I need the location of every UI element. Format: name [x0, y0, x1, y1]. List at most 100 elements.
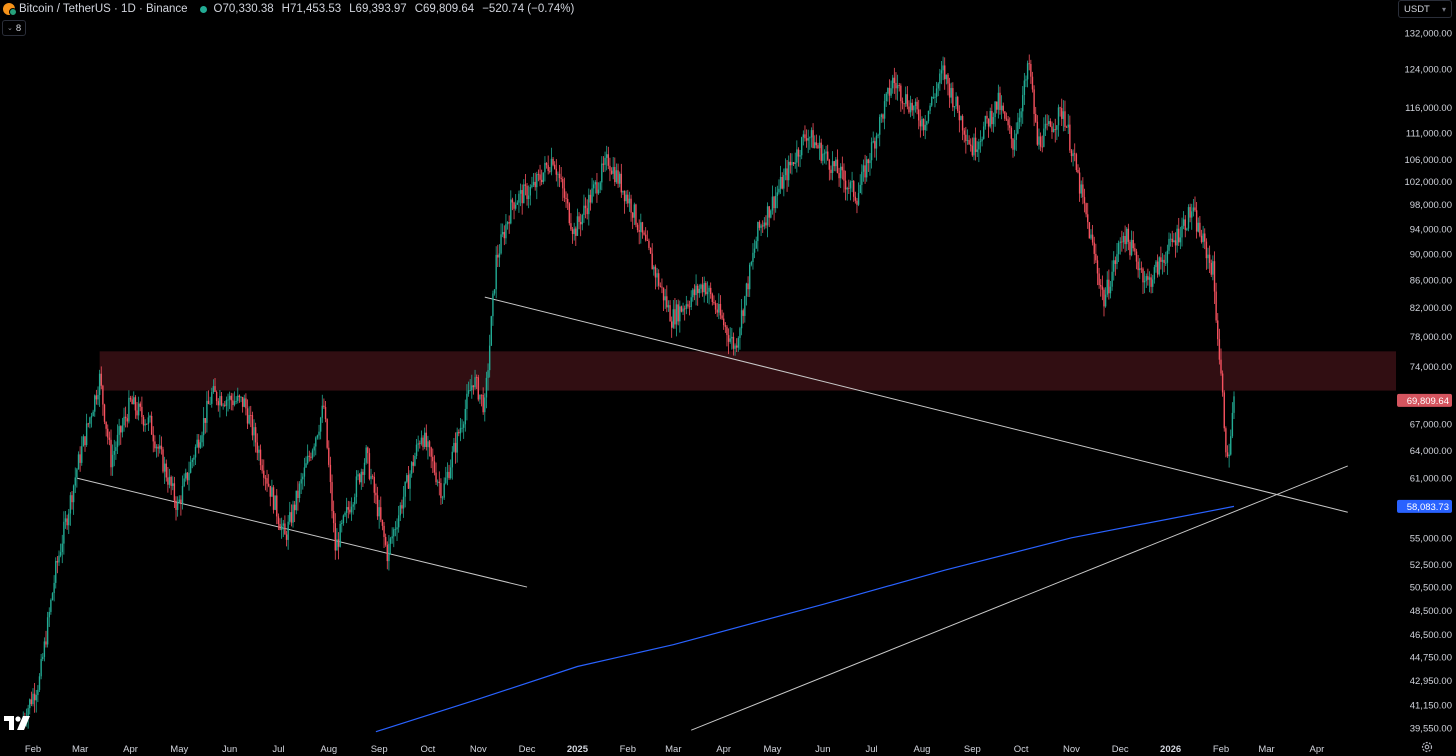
candle-body	[1080, 184, 1082, 194]
last-price-tag-bg	[1397, 393, 1452, 407]
x-tick-label: Apr	[1309, 744, 1324, 755]
y-tick-label: 124,000.00	[1404, 65, 1452, 76]
candle-body	[276, 495, 278, 517]
candle-body	[615, 170, 618, 183]
candle-body	[1033, 89, 1035, 114]
candle-body	[539, 174, 541, 180]
candle-body	[706, 291, 709, 295]
x-tick-label: Mar	[665, 744, 681, 755]
candle-body	[966, 140, 969, 141]
candle-body	[711, 294, 714, 302]
market-status-dot	[199, 5, 207, 13]
x-tick-label: Jun	[815, 744, 830, 755]
y-tick-label: 106,000.00	[1404, 155, 1452, 166]
candle-body	[828, 159, 831, 170]
candle-body	[610, 170, 613, 174]
candle-body	[1022, 95, 1024, 112]
candle-body	[622, 190, 624, 193]
candle-body	[695, 285, 697, 296]
candle-body	[172, 483, 174, 486]
price-axis[interactable]: 132,000.00 124,000.00 116,000.00 111,000.00…	[1404, 29, 1452, 735]
currency-unit-button[interactable]: USDT ▾	[1398, 0, 1452, 18]
candle-body	[427, 441, 429, 447]
candle-body	[861, 171, 863, 185]
candle-body	[341, 523, 343, 524]
candle-body	[290, 512, 293, 523]
candle-body	[1145, 276, 1147, 281]
candle-body	[1210, 262, 1212, 275]
candle-body	[788, 161, 790, 181]
candle-body	[726, 326, 728, 336]
candle-body	[120, 426, 122, 433]
candle-body	[939, 73, 941, 84]
candle-body	[989, 111, 991, 127]
candle-body	[976, 149, 978, 152]
candle-body	[167, 477, 169, 485]
candle-body	[631, 212, 634, 218]
candle-body	[474, 377, 476, 388]
candle-body	[45, 641, 47, 645]
candle-body	[614, 166, 616, 183]
candle-body	[63, 521, 65, 544]
symbol-title[interactable]: Bitcoin / TetherUS · 1D · Binance	[19, 3, 188, 15]
candle-body	[822, 153, 824, 161]
candle-body	[830, 169, 832, 174]
candle-body	[724, 325, 727, 327]
candle-body	[64, 518, 67, 522]
candle-body	[193, 457, 195, 460]
candle-body	[809, 137, 811, 139]
open-value: 70,330.38	[222, 3, 274, 15]
candle-body	[831, 161, 834, 174]
candle-body	[271, 487, 273, 497]
candle-body	[1181, 225, 1183, 238]
candle-body	[1113, 260, 1115, 272]
candle-body	[331, 482, 333, 511]
candle-body	[488, 345, 491, 371]
candle-body	[1116, 254, 1118, 264]
candle-body	[932, 96, 935, 98]
time-axis[interactable]: Feb Mar Apr May Jun Jul Aug Sep Oct Nov Dec 2025 Feb…	[25, 744, 1324, 755]
candle-body	[367, 447, 369, 454]
candle-body	[318, 431, 320, 436]
candle-body	[827, 151, 829, 160]
candle-body	[428, 441, 431, 448]
candle-body	[246, 408, 249, 424]
candle-body	[1202, 233, 1204, 243]
candle-body	[1189, 207, 1191, 218]
candle-body	[198, 439, 200, 448]
candle-body	[1212, 261, 1214, 275]
candle-body	[693, 289, 696, 296]
candle-body	[605, 154, 608, 158]
candle-body	[682, 308, 684, 312]
candle-body	[851, 181, 853, 183]
candle-body	[909, 102, 912, 113]
candle-body	[102, 385, 104, 405]
candle-body	[173, 483, 176, 501]
candle-body	[508, 222, 510, 224]
candle-body	[393, 529, 395, 537]
candle-body	[991, 111, 993, 125]
candle-body	[1230, 436, 1232, 455]
candle-body	[186, 472, 189, 481]
candle-body	[685, 304, 688, 309]
candle-body	[176, 502, 179, 510]
tradingview-logo[interactable]	[4, 716, 30, 730]
candle-body	[360, 471, 362, 483]
candle-body	[1065, 126, 1068, 128]
settings-gear-icon[interactable]	[1420, 740, 1434, 754]
candle-body	[877, 134, 879, 136]
candle-body	[498, 253, 501, 258]
candle-body	[297, 490, 299, 499]
candle-body	[1048, 121, 1050, 125]
candle-body	[147, 417, 150, 424]
candle-body	[306, 455, 309, 464]
candle-body	[250, 415, 252, 416]
candle-body	[107, 428, 109, 438]
candle-body	[490, 316, 492, 346]
candle-body	[1160, 257, 1162, 262]
candle-body	[952, 88, 954, 108]
candle-body	[1152, 279, 1154, 287]
candle-body	[298, 483, 301, 499]
indicators-collapse-button[interactable]: ⌄ 8	[2, 20, 27, 36]
